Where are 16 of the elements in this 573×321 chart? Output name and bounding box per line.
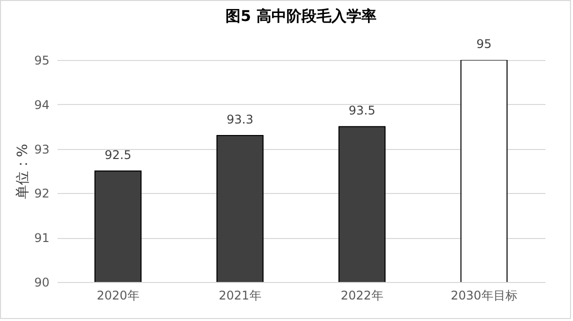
x-tick-label: 2030年目标: [450, 288, 518, 302]
y-tick-label: 93: [34, 142, 50, 156]
data-label: 92.5: [104, 148, 132, 162]
x-tick-label: 2022年: [340, 288, 384, 302]
y-tick-label: 95: [34, 54, 50, 68]
y-tick-label: 90: [34, 276, 50, 290]
y-tick-label: 91: [34, 231, 50, 246]
x-tick-label: 2021年: [218, 288, 262, 302]
data-label: 93.3: [226, 112, 254, 126]
data-label: 93.5: [348, 104, 376, 118]
y-tick-label: 92: [34, 186, 50, 201]
x-tick-label: 2020年: [96, 288, 140, 302]
chart-title: 图5 高中阶段毛入学率: [226, 7, 376, 25]
data-label: 95: [476, 37, 492, 51]
y-tick-label: 94: [34, 98, 50, 112]
y-axis-title: 单位：%: [15, 144, 32, 200]
